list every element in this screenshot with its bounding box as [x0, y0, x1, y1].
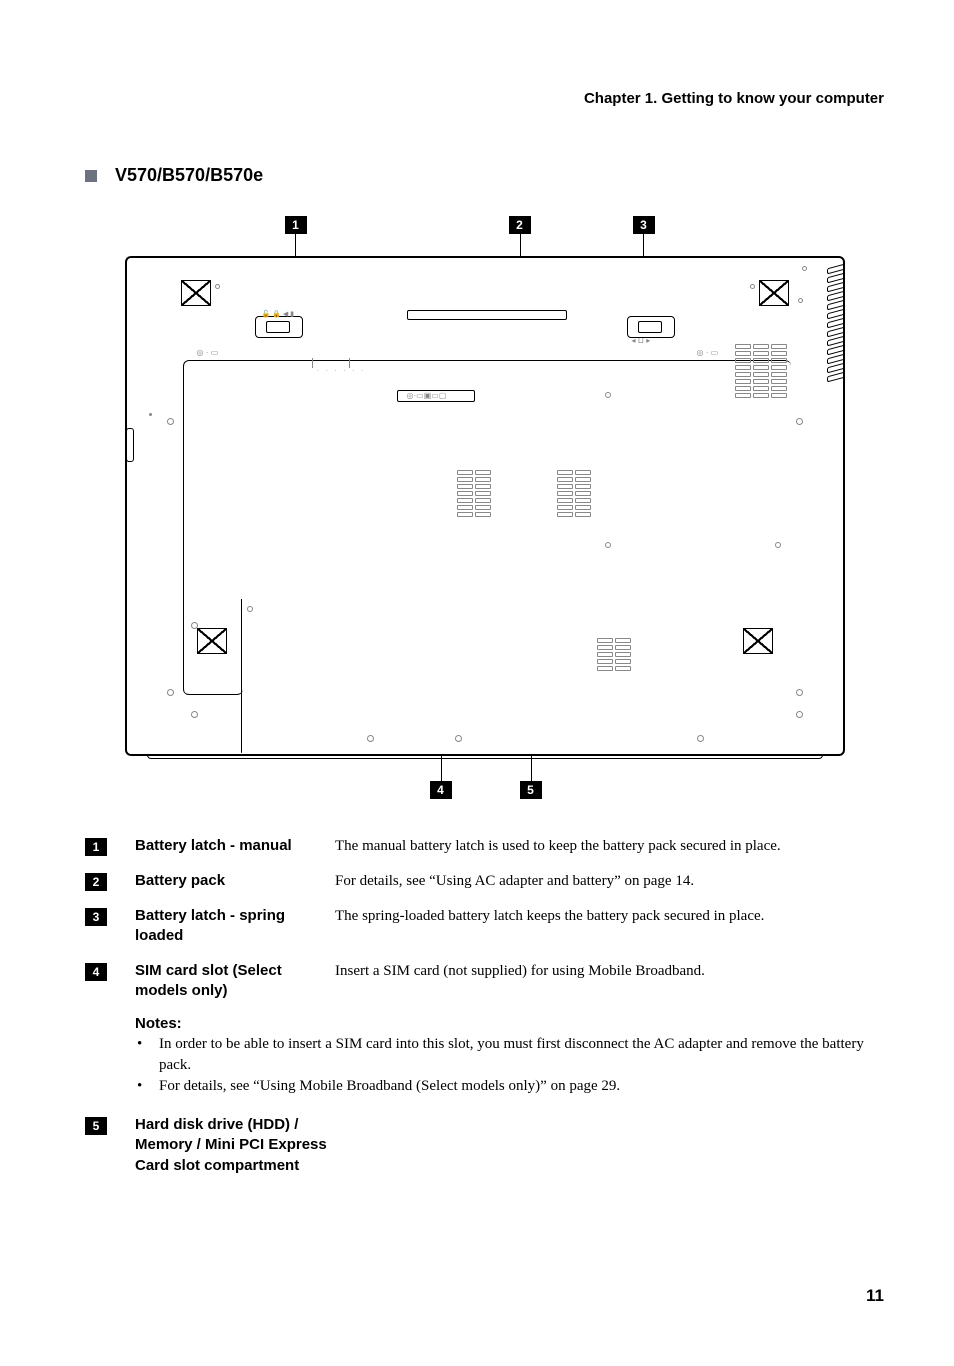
rubber-foot-icon [181, 280, 211, 306]
front-lip [147, 754, 823, 759]
item-label-5: Hard disk drive (HDD) / Memory / Mini PC… [135, 1115, 335, 1176]
callout-3: 3 [633, 216, 655, 234]
screw-icon [367, 735, 374, 742]
notes-title: Notes: [135, 1015, 884, 1032]
filler [241, 598, 831, 599]
screw-icon [167, 689, 174, 696]
rubber-foot-icon [743, 628, 773, 654]
callout-4: 4 [430, 781, 452, 799]
screw-icon [455, 735, 462, 742]
rubber-foot-icon [197, 628, 227, 654]
notes-block: Notes: In order to be able to insert a S… [135, 1015, 884, 1097]
vent-group [597, 638, 631, 671]
screw-icon [605, 392, 611, 398]
item-row: 4 SIM card slot (Select models only) Ins… [85, 961, 884, 1002]
panel-outline-leg [183, 473, 243, 695]
notes-list: In order to be able to insert a SIM card… [135, 1034, 884, 1097]
item-row: 2 Battery pack For details, see “Using A… [85, 871, 884, 892]
callout-2: 2 [509, 216, 531, 234]
lock-icons: 🔓 🔒 ◀ ▮ [262, 310, 295, 318]
screw-icon [798, 298, 803, 303]
note-text: In order to be able to insert a SIM card… [159, 1034, 884, 1076]
item-num-3: 3 [85, 908, 107, 926]
item-row: 1 Battery latch - manual The manual batt… [85, 836, 884, 857]
rubber-foot-icon [759, 280, 789, 306]
item-label-2: Battery pack [135, 871, 335, 891]
screw-icon [605, 542, 611, 548]
section-title: V570/B570/B570e [115, 165, 263, 186]
page-number: 11 [85, 1286, 884, 1306]
item-num-1: 1 [85, 838, 107, 856]
item-num-5: 5 [85, 1117, 107, 1135]
note-bullet: In order to be able to insert a SIM card… [135, 1034, 884, 1076]
sim-icons: ◎·▭▣▭▢ [407, 391, 447, 400]
indicator-icons: ◎ · ▭ [197, 348, 219, 357]
laptop-bottom-diagram: 1 2 3 4 5 ◎ · ▭ ◎ · ▭ ◂ ⊔ ▸ 🔓 🔒 ◀ ▮ [125, 216, 845, 806]
note-text: For details, see “Using Mobile Broadband… [159, 1076, 620, 1097]
indicator-icons: ◎ · ▭ [697, 348, 719, 357]
panel-divider [241, 598, 243, 753]
panel-outline [183, 360, 791, 695]
notch-line [349, 358, 350, 368]
item-num-2: 2 [85, 873, 107, 891]
hinge-vent [827, 266, 845, 416]
screw-icon [775, 542, 781, 548]
battery-latch-manual [255, 316, 303, 338]
arrow-icons: ◂ ⊔ ▸ [632, 336, 651, 345]
item-list: 1 Battery latch - manual The manual batt… [85, 836, 884, 1001]
side-notch [126, 428, 134, 462]
section-title-row: V570/B570/B570e [85, 165, 884, 186]
screw-icon [750, 284, 755, 289]
screw-icon [796, 711, 803, 718]
item-desc-3: The spring-loaded battery latch keeps th… [335, 906, 884, 927]
section-bullet-icon [85, 170, 97, 182]
item-desc-2: For details, see “Using AC adapter and b… [335, 871, 884, 892]
item-row: 3 Battery latch - spring loaded The spri… [85, 906, 884, 947]
screw-icon [167, 418, 174, 425]
vent-group [457, 470, 491, 517]
dotted-line: · · · · · · [317, 366, 366, 375]
vent-group [735, 344, 787, 398]
battery-pack-slot [407, 310, 567, 320]
dot-icon [149, 413, 152, 416]
screw-icon [215, 284, 220, 289]
screw-icon [796, 418, 803, 425]
page: Chapter 1. Getting to know your computer… [0, 0, 954, 1366]
callout-5: 5 [520, 781, 542, 799]
item-row: 5 Hard disk drive (HDD) / Memory / Mini … [85, 1115, 884, 1176]
chapter-header: Chapter 1. Getting to know your computer [85, 90, 884, 107]
battery-latch-spring [627, 316, 675, 338]
item-desc-4: Insert a SIM card (not supplied) for usi… [335, 961, 884, 982]
item-num-4: 4 [85, 963, 107, 981]
item-label-1: Battery latch - manual [135, 836, 335, 856]
screw-icon [191, 622, 198, 629]
laptop-body: ◎ · ▭ ◎ · ▭ ◂ ⊔ ▸ 🔓 🔒 ◀ ▮ ◎·▭▣▭▢ · · · ·… [125, 256, 845, 756]
screw-icon [802, 266, 807, 271]
screw-icon [191, 711, 198, 718]
screw-icon [697, 735, 704, 742]
notch-line [312, 358, 313, 368]
screw-icon [796, 689, 803, 696]
screw-icon [247, 606, 253, 612]
item-label-3: Battery latch - spring loaded [135, 906, 335, 947]
vent-group [557, 470, 591, 517]
item-desc-1: The manual battery latch is used to keep… [335, 836, 884, 857]
callout-1: 1 [285, 216, 307, 234]
note-bullet: For details, see “Using Mobile Broadband… [135, 1076, 884, 1097]
item-label-4: SIM card slot (Select models only) [135, 961, 335, 1002]
